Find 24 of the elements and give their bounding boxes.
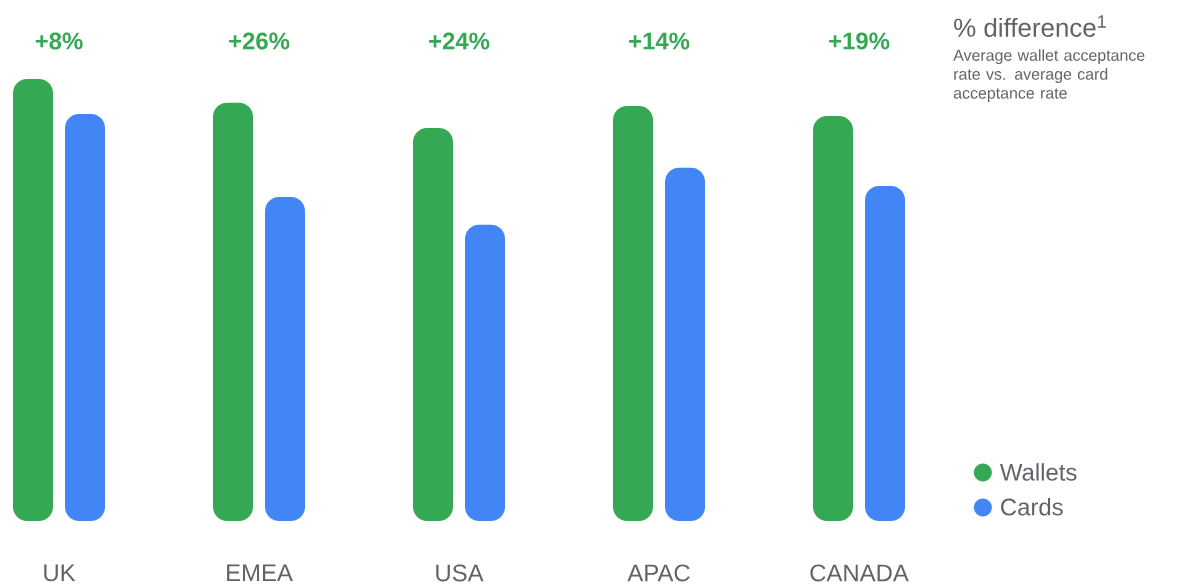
x-tick-label: UK <box>44 564 76 582</box>
bar <box>613 105 654 521</box>
bar <box>265 197 306 521</box>
legend-label: Wallets <box>999 463 1077 481</box>
x-tick-label: EMEA <box>227 564 293 581</box>
bar <box>813 116 854 521</box>
bar <box>65 113 106 521</box>
bar <box>213 102 254 521</box>
x-tick-label: CANADA <box>810 564 909 582</box>
x-tick-label: APAC <box>627 564 690 582</box>
x-tick-label: USA <box>436 564 484 582</box>
text: +8% <box>35 32 83 50</box>
bar <box>413 128 454 521</box>
text: +26% <box>229 32 290 50</box>
legend-label: Cards <box>1001 497 1063 516</box>
text: % difference$^{1}$ <box>954 15 1106 37</box>
bar <box>865 185 906 521</box>
text: +14% <box>629 32 690 50</box>
text: +19% <box>829 32 890 50</box>
bar <box>665 167 706 521</box>
bar <box>13 78 54 521</box>
bar <box>465 224 506 521</box>
text: Average wallet acceptance rate vs. average card acceptance rate <box>953 49 1145 102</box>
text: +24% <box>429 32 490 50</box>
